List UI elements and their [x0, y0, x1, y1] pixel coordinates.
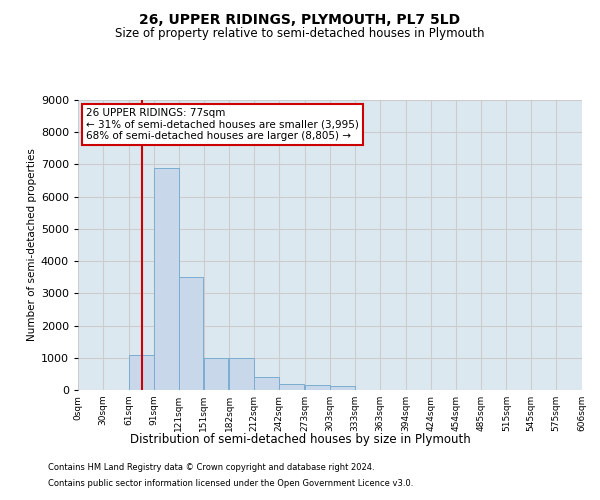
Bar: [129, 354, 154, 390]
Bar: [229, 358, 254, 390]
Text: Size of property relative to semi-detached houses in Plymouth: Size of property relative to semi-detach…: [115, 28, 485, 40]
Bar: [254, 377, 279, 390]
Bar: [305, 385, 330, 390]
Text: 26, UPPER RIDINGS, PLYMOUTH, PL7 5LD: 26, UPPER RIDINGS, PLYMOUTH, PL7 5LD: [139, 12, 461, 26]
Bar: [154, 168, 179, 390]
Text: 26 UPPER RIDINGS: 77sqm
← 31% of semi-detached houses are smaller (3,995)
68% of: 26 UPPER RIDINGS: 77sqm ← 31% of semi-de…: [86, 108, 359, 142]
Text: Distribution of semi-detached houses by size in Plymouth: Distribution of semi-detached houses by …: [130, 432, 470, 446]
Bar: [280, 384, 304, 390]
Y-axis label: Number of semi-detached properties: Number of semi-detached properties: [26, 148, 37, 342]
Bar: [179, 277, 203, 390]
Text: Contains public sector information licensed under the Open Government Licence v3: Contains public sector information licen…: [48, 478, 413, 488]
Bar: [330, 386, 355, 390]
Bar: [204, 358, 229, 390]
Text: Contains HM Land Registry data © Crown copyright and database right 2024.: Contains HM Land Registry data © Crown c…: [48, 464, 374, 472]
